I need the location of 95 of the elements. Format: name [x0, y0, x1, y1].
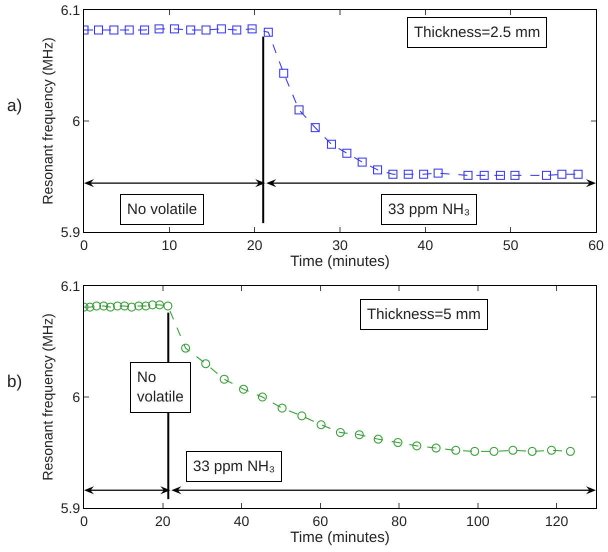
point	[92, 301, 102, 310]
point	[542, 170, 552, 180]
annotation: Thickness=5 mm	[367, 306, 481, 323]
point	[170, 24, 179, 34]
point	[141, 301, 150, 310]
point	[354, 430, 364, 440]
point	[419, 170, 428, 179]
point	[140, 25, 150, 34]
point	[336, 428, 345, 438]
annotation: 33 ppm NH₃	[388, 201, 470, 218]
x-axis-title: Time (minutes)	[290, 528, 390, 546]
y-tick-label: 6.1	[60, 278, 80, 294]
point	[279, 68, 288, 78]
x-tick-label: 80	[391, 512, 408, 529]
point	[547, 446, 556, 455]
point	[393, 438, 402, 448]
point	[528, 446, 537, 456]
x-tick-label: 100	[466, 512, 490, 529]
y-tick-label: 5.9	[60, 224, 80, 240]
text: b)	[7, 372, 22, 391]
point	[373, 165, 382, 174]
annotation: Thickness=2.5 mm	[414, 24, 540, 41]
point	[155, 300, 164, 310]
y-tick-label: 6.1	[60, 2, 80, 18]
point	[342, 148, 352, 158]
x-tick-label: 0	[80, 236, 88, 253]
point	[388, 170, 398, 179]
point	[216, 24, 226, 34]
point	[374, 434, 383, 444]
x-tick-label: 0	[80, 512, 88, 529]
point	[434, 168, 443, 178]
point	[574, 170, 583, 179]
y-tick-label: 5.9	[60, 500, 80, 516]
point	[124, 25, 134, 34]
y-axis-title: Resonant frequency (MHz)	[39, 313, 56, 481]
x-tick-label: 30	[332, 236, 348, 253]
x-tick-label: 10	[162, 236, 178, 253]
annotation: No volatile	[127, 201, 198, 218]
point	[432, 444, 441, 453]
point	[566, 446, 575, 456]
point	[202, 25, 211, 34]
point	[489, 446, 498, 456]
point	[358, 158, 367, 167]
point	[248, 24, 257, 34]
point	[451, 446, 460, 455]
point	[181, 344, 190, 353]
point	[239, 384, 248, 394]
x-tick-label: 60	[588, 236, 604, 253]
point	[232, 25, 242, 34]
point	[163, 301, 172, 310]
point	[464, 170, 472, 180]
y-axis-title: Resonant frequency (MHz)	[39, 37, 56, 205]
point	[220, 374, 229, 384]
point	[258, 392, 267, 402]
point	[470, 446, 480, 456]
x-tick-label: 40	[418, 236, 434, 253]
point	[148, 300, 158, 310]
point	[154, 24, 164, 34]
point	[94, 25, 104, 34]
y-tick-label: 6	[72, 388, 80, 405]
point	[310, 123, 320, 132]
point	[316, 420, 326, 430]
x-axis-title: Time (minutes)	[290, 252, 390, 270]
point	[106, 302, 115, 312]
point	[201, 359, 210, 368]
point	[112, 301, 122, 310]
x-tick-label: 20	[246, 236, 263, 253]
x-tick-label: 50	[502, 236, 519, 253]
point	[557, 170, 566, 179]
point	[326, 140, 336, 149]
point	[264, 28, 273, 37]
point	[127, 302, 136, 312]
point	[297, 411, 306, 420]
point	[508, 446, 518, 455]
x-tick-label: 20	[154, 512, 171, 529]
point	[278, 404, 287, 413]
point	[85, 302, 94, 312]
point	[496, 170, 505, 180]
point	[99, 301, 108, 310]
point	[120, 301, 130, 310]
text: a)	[7, 96, 22, 115]
point	[186, 25, 196, 34]
x-tick-label: 120	[544, 512, 569, 529]
point	[404, 170, 413, 179]
y-tick-label: 6	[72, 112, 80, 129]
point	[134, 301, 144, 310]
annotation: No volatile	[137, 369, 184, 406]
point	[480, 170, 489, 180]
annotation: 33 ppm NH₃	[193, 458, 275, 475]
point	[109, 25, 118, 34]
point	[412, 441, 422, 450]
x-tick-label: 60	[312, 512, 328, 529]
point	[510, 170, 520, 180]
x-tick-label: 40	[234, 512, 250, 529]
point	[294, 105, 304, 114]
